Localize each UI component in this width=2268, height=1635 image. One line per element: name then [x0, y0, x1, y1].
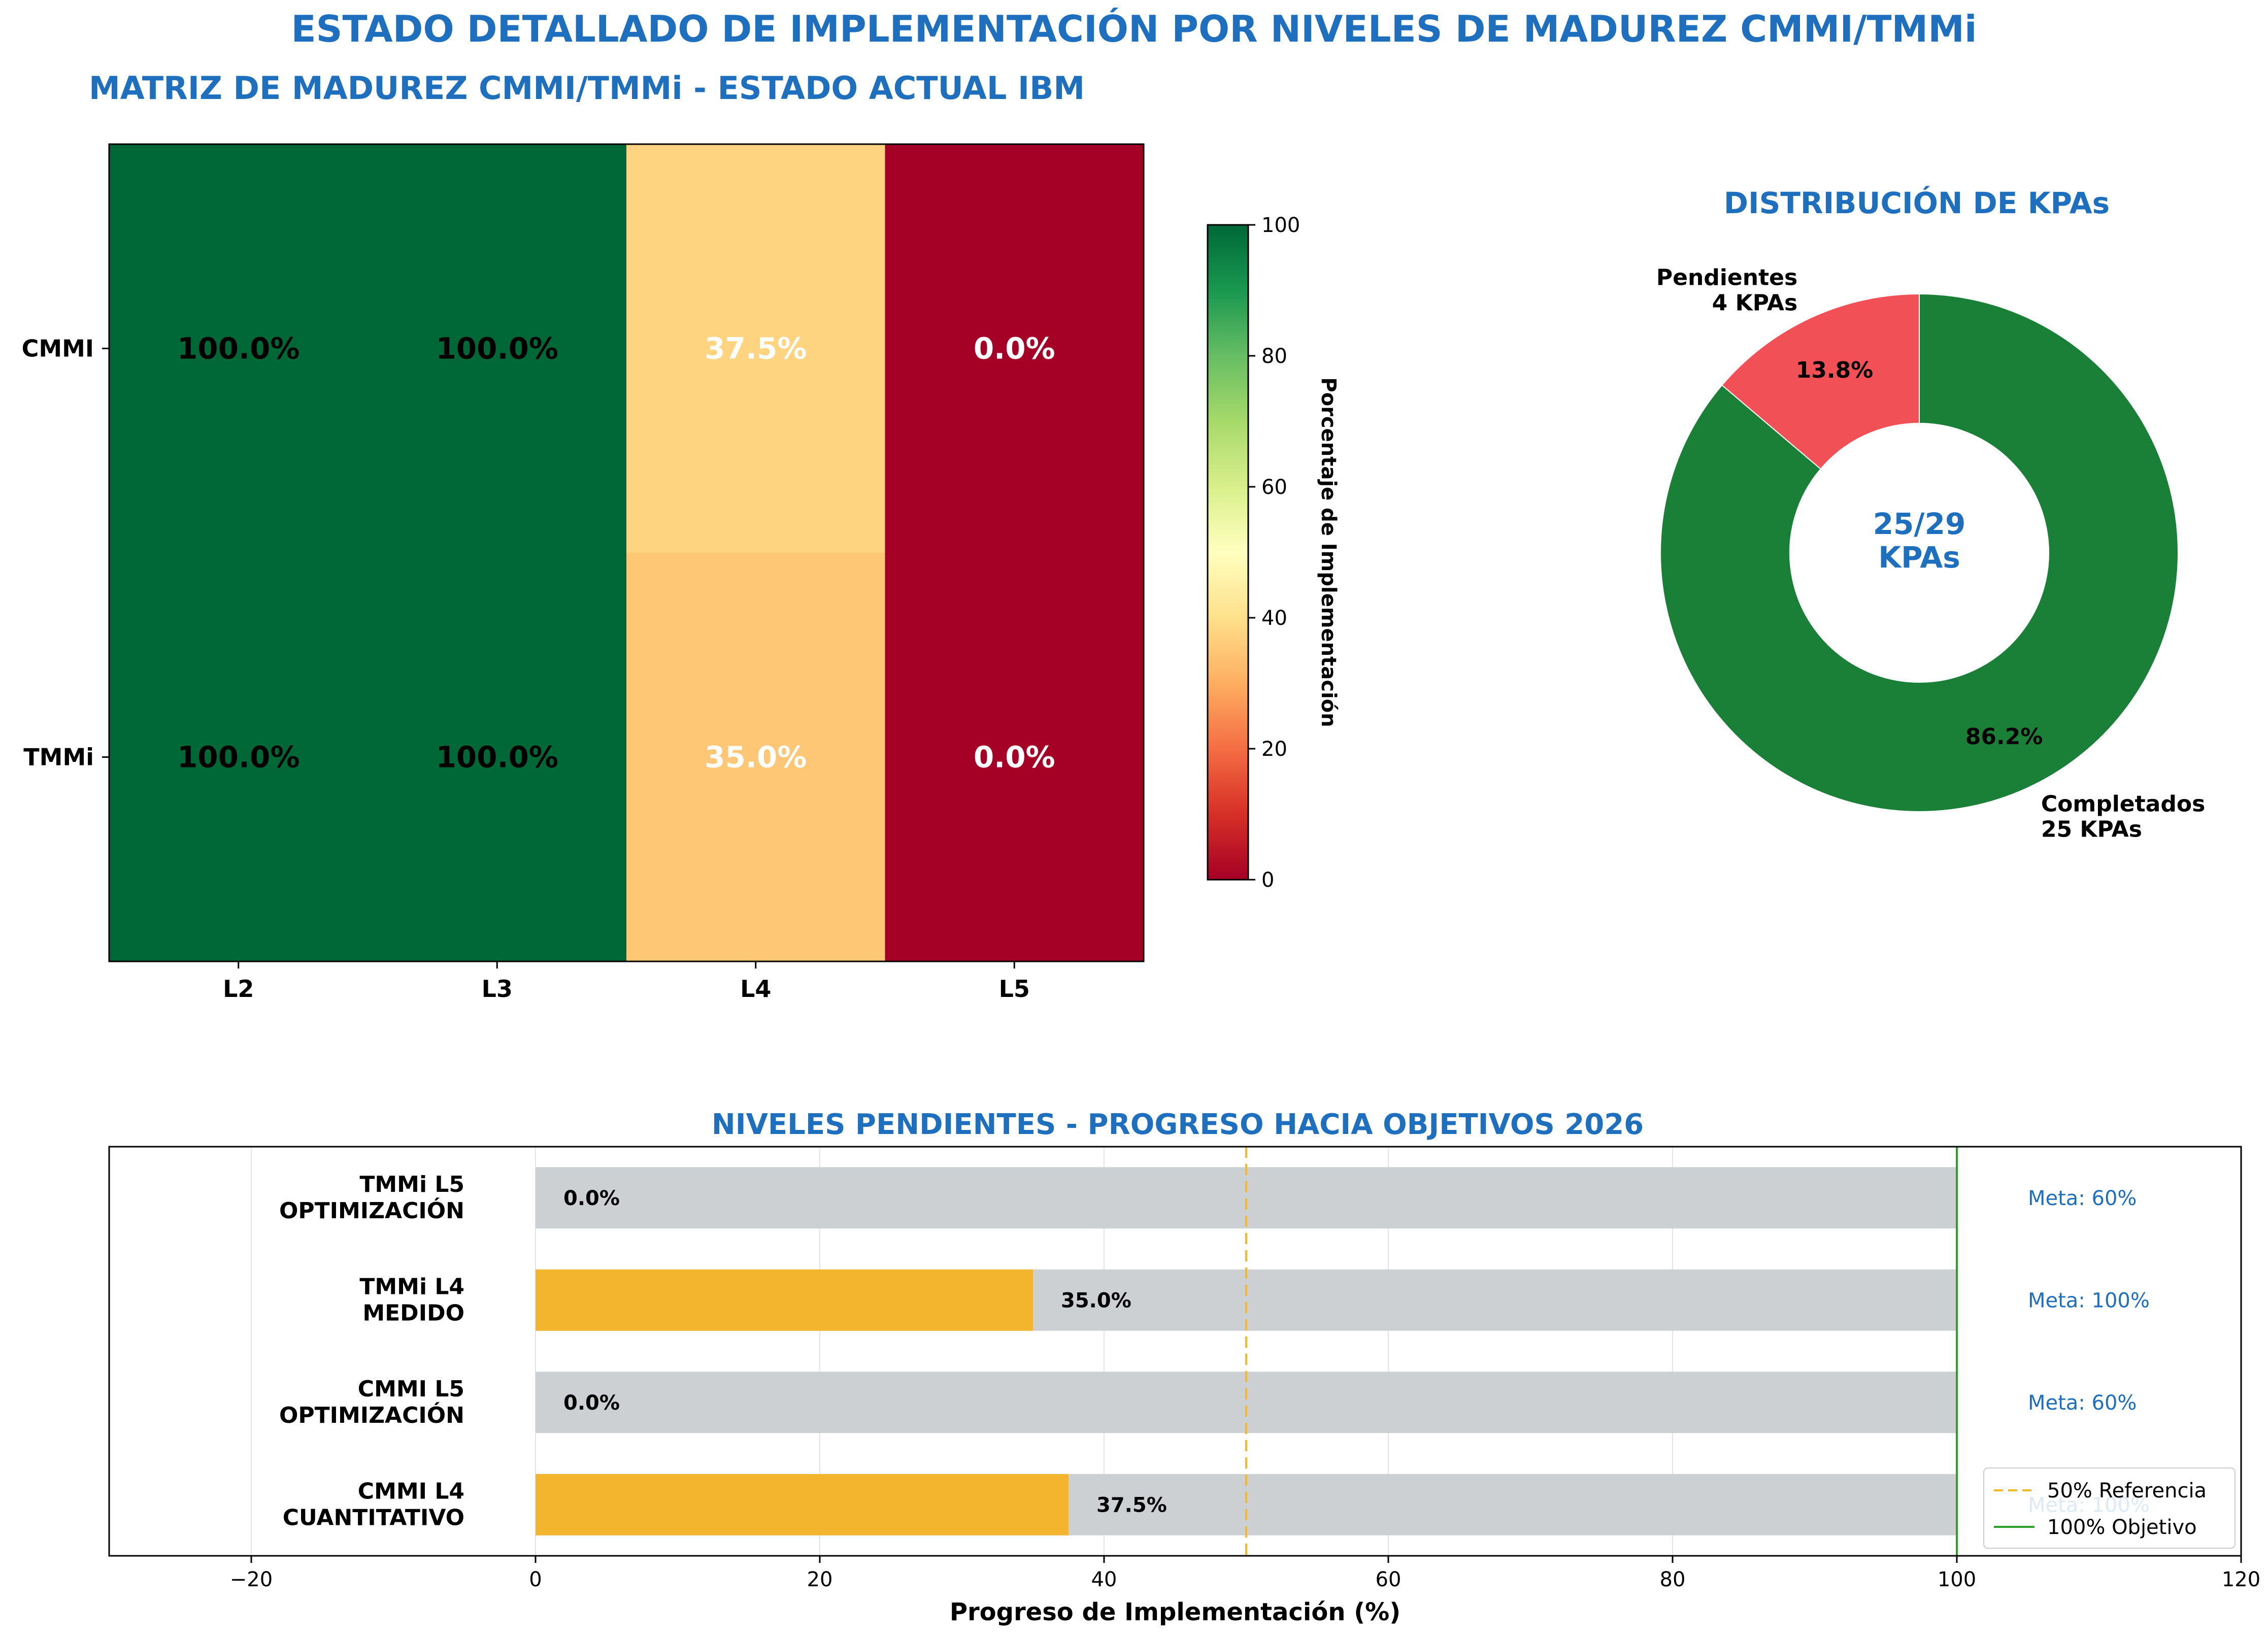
colorbar-tick-label: 100: [1261, 214, 1300, 237]
legend-entry-label: 50% Referencia: [2047, 1479, 2207, 1503]
heatmap-cell-label: 0.0%: [974, 331, 1055, 366]
heatmap-xtick-label: L5: [999, 975, 1030, 1003]
bar-xtick-label: 120: [2222, 1568, 2260, 1591]
bar-xtick-label: 0: [529, 1568, 542, 1591]
heatmap-cell-label: 100.0%: [177, 331, 300, 366]
colorbar-tick-label: 20: [1261, 738, 1287, 761]
legend-entry-label: 100% Objetivo: [2047, 1516, 2197, 1539]
colorbar-tick-label: 80: [1261, 345, 1287, 368]
heatmap-title: MATRIZ DE MADUREZ CMMI/TMMi - ESTADO ACT…: [89, 70, 1085, 107]
colorbar-tick-label: 0: [1261, 869, 1274, 892]
colorbar-tick-label: 40: [1261, 607, 1287, 630]
donut-slice-completados: [1660, 293, 2179, 812]
colorbar-gradient: [1207, 224, 1249, 881]
bar-value-label: 35.0%: [1061, 1289, 1131, 1312]
heatmap-cell-cmmi-l3: [368, 144, 627, 553]
heatmap-panel: MATRIZ DE MADUREZ CMMI/TMMi - ESTADO ACT…: [22, 70, 1340, 1003]
bar-category-label: TMMi L5 OPTIMIZACIÓN: [279, 1172, 464, 1224]
heatmap-cell-tmmi-l5: [885, 553, 1144, 962]
bar-labels: 0.0% Meta: 60% TMMi L5 OPTIMIZACIÓN 35.0% Met…: [279, 1172, 2150, 1531]
bar-legend: 50% Referencia 100% Objetivo: [1983, 1467, 2236, 1549]
heatmap-cell-cmmi-l4: [626, 144, 885, 553]
bar-xtick-label: 80: [1660, 1568, 1686, 1591]
heatmap-cell-label: 0.0%: [974, 740, 1055, 775]
bar-xtick-label: 60: [1376, 1568, 1402, 1591]
donut-slice-pendientes: [1721, 293, 1920, 470]
heatmap-cell-label: 35.0%: [705, 740, 807, 775]
colorbar-label: Porcentaje de Implementación: [1317, 377, 1340, 727]
colorbar-ticks: 0 20 40 60 80 100: [1248, 214, 1300, 892]
bar-value-label: 0.0%: [563, 1391, 620, 1415]
heatmap-cell-label: 100.0%: [436, 331, 558, 366]
colorbar-tick-label: 60: [1261, 476, 1287, 499]
heatmap-cell-tmmi-l2: [109, 553, 368, 962]
heatmap-ytick-label: TMMi: [23, 744, 94, 771]
heatmap-cell-cmmi-l2: [109, 144, 368, 553]
bar-goal-label: Meta: 60%: [2028, 1391, 2137, 1415]
heatmap-cell-tmmi-l3: [368, 553, 627, 962]
bar-goal-label: Meta: 60%: [2028, 1187, 2137, 1210]
heatmap-axes: CMMI TMMi L2 L3 L4 L5: [22, 335, 1030, 1003]
donut-center-text: 25/29 KPAs: [1873, 507, 1966, 575]
heatmap-cell-label: 100.0%: [436, 740, 558, 775]
reference-lines: [1245, 1147, 1958, 1556]
progress-bar-panel: NIVELES PENDIENTES - PROGRESO HACIA OBJE…: [108, 1108, 2260, 1626]
heatmap-xtick-label: L3: [482, 975, 513, 1003]
bar-category-label: TMMi L4 MEDIDO: [359, 1274, 464, 1326]
donut-percent-label: 13.8%: [1796, 357, 1874, 383]
bar-chart-frame: [108, 1146, 2242, 1557]
donut-slice-label: Pendientes 4 KPAs: [1656, 265, 1797, 316]
heatmap-colorbar: 0 20 40 60 80 100 Porcentaje de Implementació…: [1207, 214, 1340, 892]
heatmap-cell-tmmi-l4: [626, 553, 885, 962]
heatmap-frame: [108, 143, 1145, 962]
heatmap-cells: 100.0% 100.0% 37.5% 0.0% 100.0% 100.0% 35.0% 0.…: [109, 144, 1144, 962]
heatmap-xtick-label: L2: [223, 975, 254, 1003]
bar-xtick-label: 100: [1938, 1568, 1976, 1591]
bar-xtick-label: 40: [1091, 1568, 1117, 1591]
heatmap-cell-cmmi-l5: [885, 144, 1144, 553]
donut-labels: 13.8% Pendientes 4 KPAs 86.2% Completados 25 …: [1656, 265, 2205, 843]
bar-xlabel: Progreso de Implementación (%): [950, 1598, 1400, 1626]
bar-category-label: CMMI L4 CUANTITATIVO: [283, 1478, 464, 1530]
bar-value-label: 0.0%: [563, 1187, 620, 1210]
legend-box: [1983, 1467, 2236, 1549]
bar-category-label: CMMI L5 OPTIMIZACIÓN: [279, 1376, 464, 1428]
donut-percent-label: 86.2%: [1965, 724, 2043, 750]
heatmap-cell-label: 100.0%: [177, 740, 300, 775]
heatmap-ytick-label: CMMI: [22, 335, 94, 362]
bar-goal-label: Meta: 100%: [2028, 1289, 2150, 1312]
donut-panel: DISTRIBUCIÓN DE KPAs 13.8% Pendientes 4 KP…: [1656, 185, 2205, 842]
heatmap-cell-label: 37.5%: [705, 331, 807, 366]
donut-slice-label: Completados 25 KPAs: [2041, 791, 2205, 842]
bar-progress: [536, 1474, 1069, 1536]
bar-chart-title: NIVELES PENDIENTES - PROGRESO HACIA OBJE…: [712, 1108, 1644, 1141]
bar-axes: −20 0 20 40 60 80 100 120: [230, 1556, 2260, 1591]
bar-value-label: 37.5%: [1096, 1493, 1167, 1517]
bar-xtick-label: −20: [230, 1568, 273, 1591]
bar-progress: [536, 1269, 1033, 1331]
figure-suptitle: ESTADO DETALLADO DE IMPLEMENTACIÓN POR N…: [291, 8, 1977, 50]
bar-xtick-label: 20: [807, 1568, 833, 1591]
donut-title: DISTRIBUCIÓN DE KPAs: [1724, 185, 2110, 220]
donut-slices: [1660, 293, 2179, 812]
heatmap-xtick-label: L4: [740, 975, 771, 1003]
